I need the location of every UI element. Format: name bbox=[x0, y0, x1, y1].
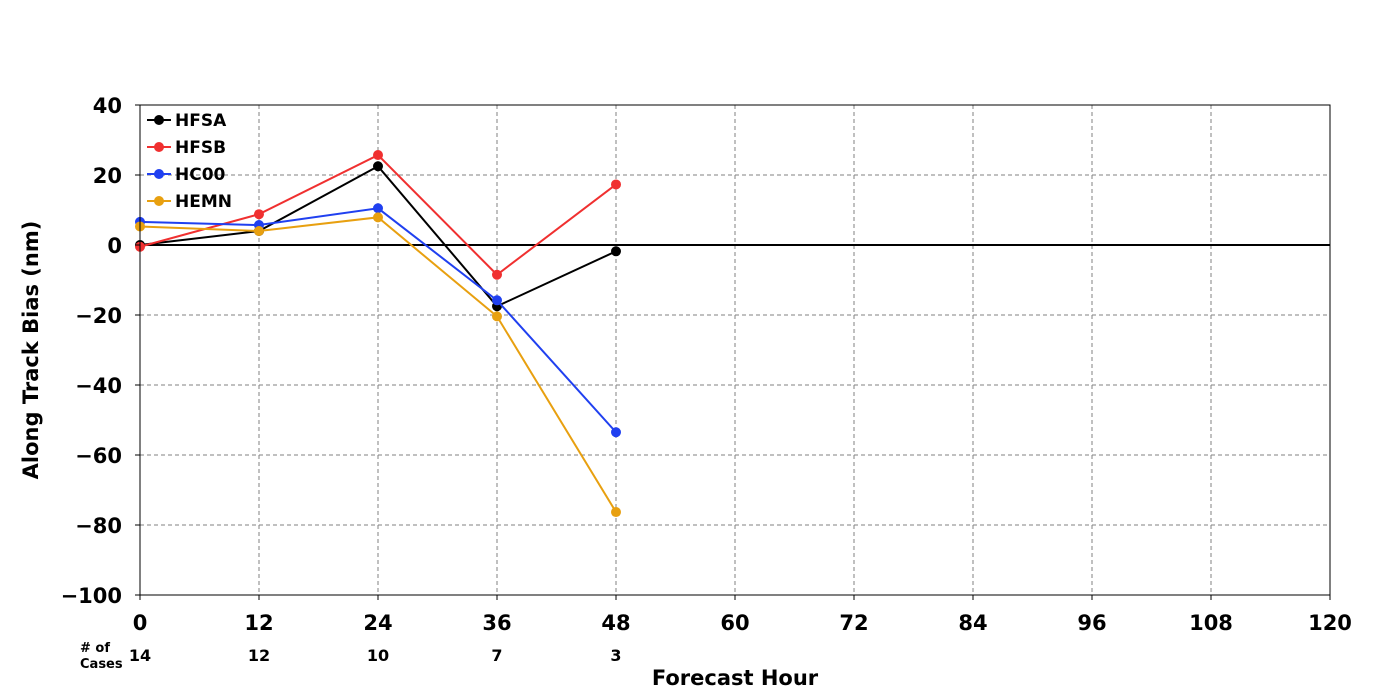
case-count: 7 bbox=[491, 646, 502, 665]
x-tick-label: 84 bbox=[958, 611, 987, 635]
series-point bbox=[373, 203, 383, 214]
case-count: 14 bbox=[129, 646, 151, 665]
legend-item-hc00: HC00 bbox=[147, 165, 226, 185]
legend-item-hemn: HEMN bbox=[147, 192, 232, 212]
x-tick-label: 108 bbox=[1189, 611, 1233, 635]
series-point bbox=[492, 311, 502, 322]
x-axis-ticks: 0 12 24 36 48 60 72 84 96 108 120 bbox=[133, 595, 1352, 635]
legend-label: HEMN bbox=[175, 192, 232, 212]
y-tick-label: −40 bbox=[75, 374, 122, 398]
series-hfsb bbox=[135, 150, 621, 280]
series-point bbox=[611, 179, 621, 190]
x-axis-label: Forecast Hour bbox=[652, 666, 819, 690]
y-tick-label: −100 bbox=[61, 584, 122, 608]
legend: HFSA HFSB HC00 HEMN bbox=[147, 111, 232, 212]
series-line bbox=[139, 164, 617, 308]
series-point bbox=[373, 212, 383, 223]
case-count: 12 bbox=[248, 646, 270, 665]
series-point bbox=[611, 507, 621, 518]
x-tick-label: 24 bbox=[363, 611, 392, 635]
case-count: 10 bbox=[367, 646, 389, 665]
y-tick-label: 40 bbox=[93, 94, 122, 118]
legend-swatch-marker bbox=[154, 169, 164, 179]
y-tick-label: −60 bbox=[75, 444, 122, 468]
y-axis-ticks: 40 20 0 −20 −40 −60 −80 −100 bbox=[61, 94, 140, 608]
legend-swatch-marker bbox=[154, 142, 164, 152]
legend-label: HFSB bbox=[175, 138, 226, 158]
legend-swatch-marker bbox=[154, 115, 164, 125]
series-point bbox=[492, 295, 502, 306]
grid bbox=[140, 105, 1330, 595]
y-axis-label: Along Track Bias (nm) bbox=[19, 221, 43, 480]
series-point bbox=[254, 226, 264, 236]
series-point bbox=[492, 269, 502, 280]
y-tick-label: 20 bbox=[93, 164, 122, 188]
case-count: 3 bbox=[610, 646, 621, 665]
x-tick-label: 36 bbox=[482, 611, 511, 635]
cases-label-line2: Cases bbox=[80, 657, 123, 672]
legend-label: HC00 bbox=[175, 165, 226, 185]
series-point bbox=[373, 161, 383, 172]
y-tick-label: −20 bbox=[75, 304, 122, 328]
legend-item-hfsa: HFSA bbox=[147, 111, 227, 131]
x-tick-label: 0 bbox=[133, 611, 148, 635]
x-tick-label: 120 bbox=[1308, 611, 1352, 635]
x-tick-label: 48 bbox=[601, 611, 630, 635]
legend-swatch-marker bbox=[154, 196, 164, 206]
x-tick-label: 96 bbox=[1077, 611, 1106, 635]
x-tick-label: 60 bbox=[720, 611, 749, 635]
x-tick-label: 12 bbox=[244, 611, 273, 635]
series-point bbox=[611, 246, 621, 257]
series-point bbox=[373, 150, 383, 161]
cases-label-line1: # of bbox=[80, 641, 110, 656]
y-tick-label: 0 bbox=[107, 234, 122, 258]
series-hemn bbox=[135, 212, 621, 518]
y-tick-label: −80 bbox=[75, 514, 122, 538]
series-group bbox=[135, 150, 621, 518]
x-tick-label: 72 bbox=[839, 611, 868, 635]
series-point bbox=[611, 427, 621, 438]
legend-label: HFSA bbox=[175, 111, 227, 131]
series-point bbox=[254, 209, 264, 220]
legend-item-hfsb: HFSB bbox=[147, 138, 226, 158]
